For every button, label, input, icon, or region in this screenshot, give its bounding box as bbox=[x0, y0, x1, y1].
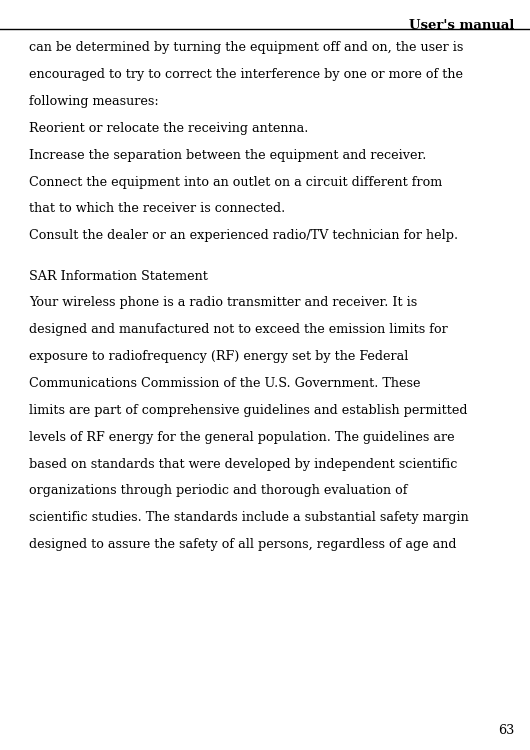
Text: can be determined by turning the equipment off and on, the user is: can be determined by turning the equipme… bbox=[29, 41, 464, 54]
Text: limits are part of comprehensive guidelines and establish permitted: limits are part of comprehensive guideli… bbox=[29, 404, 467, 417]
Text: 63: 63 bbox=[498, 724, 514, 736]
Text: exposure to radiofrequency (RF) energy set by the Federal: exposure to radiofrequency (RF) energy s… bbox=[29, 350, 409, 363]
Text: scientific studies. The standards include a substantial safety margin: scientific studies. The standards includ… bbox=[29, 512, 469, 524]
Text: designed to assure the safety of all persons, regardless of age and: designed to assure the safety of all per… bbox=[29, 538, 457, 551]
Text: User's manual: User's manual bbox=[409, 19, 514, 32]
Text: Connect the equipment into an outlet on a circuit different from: Connect the equipment into an outlet on … bbox=[29, 176, 443, 188]
Text: based on standards that were developed by independent scientific: based on standards that were developed b… bbox=[29, 458, 457, 470]
Text: Communications Commission of the U.S. Government. These: Communications Commission of the U.S. Go… bbox=[29, 377, 421, 390]
Text: levels of RF energy for the general population. The guidelines are: levels of RF energy for the general popu… bbox=[29, 430, 455, 444]
Text: SAR Information Statement: SAR Information Statement bbox=[29, 269, 208, 283]
Text: that to which the receiver is connected.: that to which the receiver is connected. bbox=[29, 202, 285, 215]
Text: following measures:: following measures: bbox=[29, 95, 159, 108]
Text: organizations through periodic and thorough evaluation of: organizations through periodic and thoro… bbox=[29, 484, 408, 497]
Text: Consult the dealer or an experienced radio/TV technician for help.: Consult the dealer or an experienced rad… bbox=[29, 230, 458, 242]
Text: Increase the separation between the equipment and receiver.: Increase the separation between the equi… bbox=[29, 148, 427, 162]
Text: encouraged to try to correct the interference by one or more of the: encouraged to try to correct the interfe… bbox=[29, 68, 463, 81]
Text: designed and manufactured not to exceed the emission limits for: designed and manufactured not to exceed … bbox=[29, 323, 448, 336]
Text: Your wireless phone is a radio transmitter and receiver. It is: Your wireless phone is a radio transmitt… bbox=[29, 296, 418, 310]
Text: Reorient or relocate the receiving antenna.: Reorient or relocate the receiving anten… bbox=[29, 122, 308, 135]
